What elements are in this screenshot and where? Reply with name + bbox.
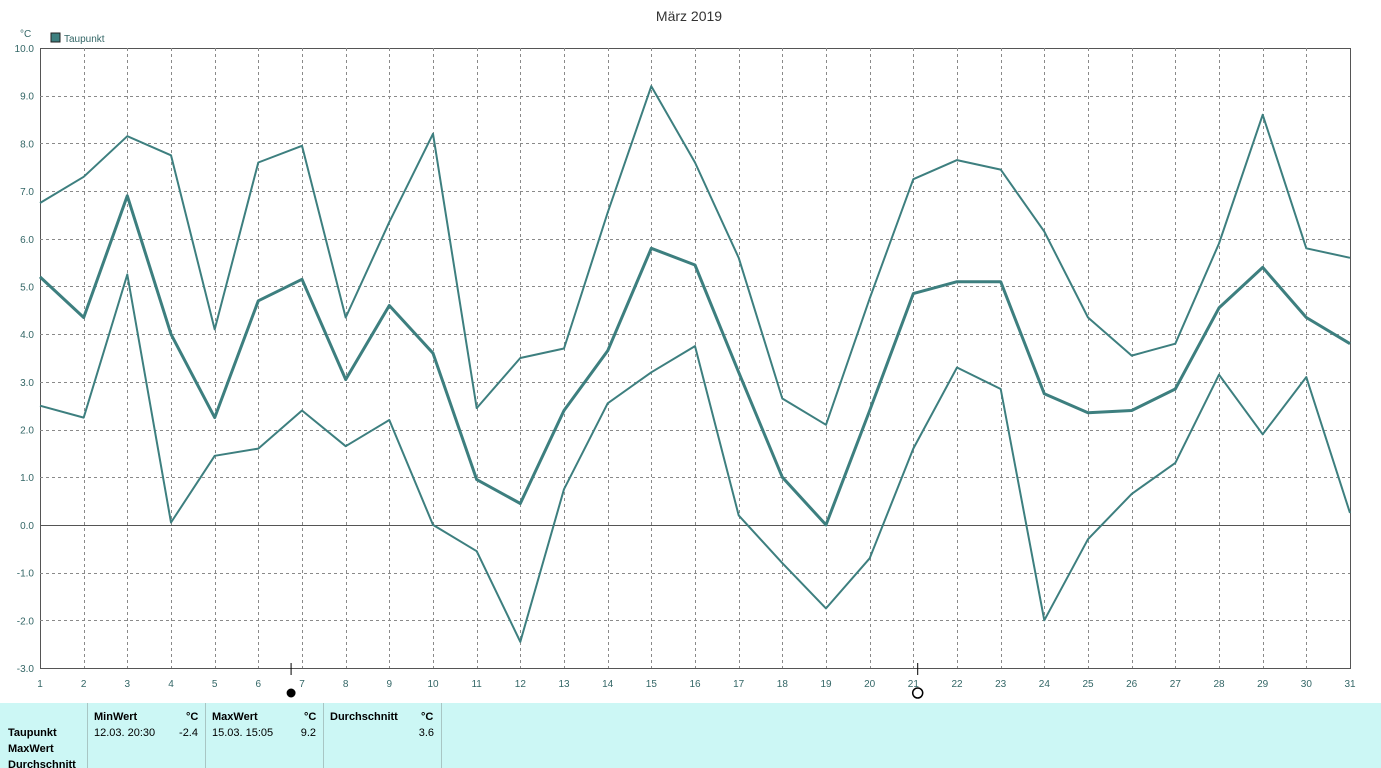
min-unit: °C (186, 711, 199, 723)
x-tick-label: 14 (602, 679, 614, 690)
x-tick-label: 1 (37, 679, 43, 690)
x-tick-label: 2 (81, 679, 87, 690)
min-time: 12.03. 20:30 (94, 727, 156, 739)
x-tick-label: 25 (1082, 679, 1094, 690)
chart-title: März 2019 (656, 8, 722, 24)
legend-swatch (50, 32, 61, 43)
max-time: 15.03. 15:05 (212, 727, 274, 739)
x-tick-label: 9 (387, 679, 393, 690)
avg-value: 3.6 (418, 727, 434, 739)
y-tick-label: -2.0 (17, 616, 35, 627)
y-tick-label: -3.0 (17, 664, 35, 675)
max-header: MaxWert (212, 711, 258, 723)
y-tick-label: 7.0 (20, 187, 34, 198)
y-tick-label: 8.0 (20, 139, 34, 150)
x-tick-label: 19 (820, 679, 832, 690)
x-tick-label: 18 (777, 679, 789, 690)
x-tick-label: 20 (864, 679, 876, 690)
x-tick-label: 3 (125, 679, 131, 690)
x-tick-label: 22 (951, 679, 963, 690)
avg-unit: °C (421, 711, 434, 723)
marker-filled-circle (286, 688, 296, 698)
row-label-taupunkt: Taupunkt (8, 727, 57, 739)
x-tick-label: 12 (515, 679, 527, 690)
y-tick-label: -1.0 (17, 569, 35, 580)
series-line-max (39, 85, 1351, 426)
max-value: 9.2 (300, 727, 316, 739)
x-tick-label: 28 (1213, 679, 1225, 690)
y-tick-label: 5.0 (20, 282, 34, 293)
column-separator (87, 703, 88, 768)
marker-open-circle (911, 687, 924, 699)
x-tick-label: 15 (646, 679, 658, 690)
x-tick-labels: 1 2 3 4 5 6 7 8 9 10 11 12 13 14 15 16 17 18 19 20 21 22 23 24 2… (37, 679, 1356, 690)
x-tick-label: 8 (343, 679, 349, 690)
column-separator (205, 703, 206, 768)
x-tick-label: 29 (1257, 679, 1269, 690)
x-tick-label: 11 (471, 679, 482, 690)
series-line-taupunkt (38, 194, 1351, 527)
markers (286, 663, 924, 699)
x-tick-label: 30 (1301, 679, 1313, 690)
x-tick-label: 6 (256, 679, 262, 690)
min-header: MinWert (94, 711, 138, 723)
dewpoint-chart: März 2019 °C Taupunkt 10.09.08.07.06.05.… (15, 8, 1356, 699)
x-tick-label: 4 (168, 679, 174, 690)
row-label-durchschnitt: Durchschnitt (8, 759, 76, 768)
x-tick-label: 7 (299, 679, 305, 690)
x-tick-label: 13 (558, 679, 570, 690)
y-tick-label: 2.0 (20, 426, 34, 437)
x-tick-label: 10 (427, 679, 439, 690)
max-unit: °C (304, 711, 317, 723)
avg-header: Durchschnitt (330, 711, 398, 723)
x-tick-label: 24 (1039, 679, 1051, 690)
y-tick-labels: 10.0 9.0 8.0 7.0 6.0 5.0 4.0 3.0 2.0 1.0 0.0 -1.0 -2… (15, 44, 35, 675)
y-tick-label: 9.0 (20, 92, 34, 103)
x-tick-label: 23 (995, 679, 1007, 690)
legend-label: Taupunkt (64, 34, 105, 45)
y-tick-label: 10.0 (15, 44, 35, 55)
x-tick-label: 16 (689, 679, 701, 690)
x-tick-label: 27 (1170, 679, 1182, 690)
column-separator (323, 703, 324, 768)
y-tick-label: 6.0 (20, 235, 34, 246)
column-separator (441, 703, 442, 768)
x-tick-label: 21 (908, 679, 920, 690)
statistics-panel: Taupunkt MaxWert Durchschnitt MinWert °C… (0, 703, 1381, 768)
x-tick-label: 5 (212, 679, 218, 690)
y-tick-label: 4.0 (20, 330, 34, 341)
y-tick-label: 1.0 (20, 473, 34, 484)
y-tick-label: 3.0 (20, 378, 34, 389)
series-lines (38, 85, 1351, 643)
y-tick-label: 0.0 (20, 521, 34, 532)
row-label-maxwert: MaxWert (8, 743, 54, 755)
x-tick-label: 31 (1344, 679, 1356, 690)
series-line-min (39, 273, 1351, 643)
x-tick-label: 26 (1126, 679, 1138, 690)
y-axis-unit: °C (20, 29, 31, 40)
x-tick-label: 17 (733, 679, 745, 690)
min-value: -2.4 (179, 727, 198, 739)
